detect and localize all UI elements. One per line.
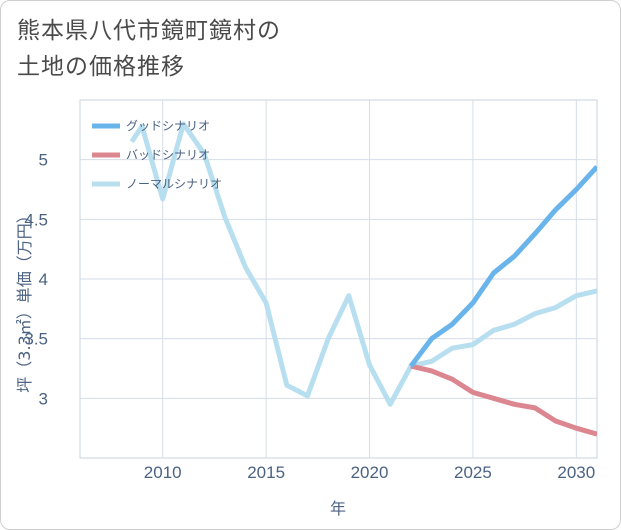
grid-lines [79,99,598,459]
x-tick-label: 2015 [247,463,285,482]
x-tick-label: 2025 [454,463,492,482]
y-tick-label: 4 [39,270,48,289]
series-lines [129,121,597,437]
legend-label: バッドシナリオ [126,148,210,162]
legend-label: ノーマルシナリオ [126,177,222,191]
chart-title: 熊本県八代市鏡町鏡村の 土地の価格推移 [17,13,437,85]
series-line-1 [408,165,597,368]
y-tick-label: 5 [39,151,48,170]
x-tick-labels: 2010 2015 2020 2025 2030 [144,463,595,482]
y-tick-labels: 3 3.5 4 4.5 5 [24,151,48,409]
legend-label: グッドシナリオ [126,119,210,133]
series-line-3 [129,121,597,407]
chart-title-line2: 土地の価格推移 [17,54,185,80]
y-tick-label: 4.5 [24,210,48,229]
x-tick-label: 2020 [351,463,389,482]
x-axis-title: 年 [330,499,346,518]
y-tick-label: 3 [39,389,48,408]
series-line-2 [410,363,597,437]
y-axis-title: 坪（3.3㎡）単価（万円） [15,207,34,392]
x-tick-label: 2030 [557,463,595,482]
x-tick-label: 2010 [144,463,182,482]
y-tick-label: 3.5 [24,330,48,349]
chart-title-line1: 熊本県八代市鏡町鏡村の [17,18,281,44]
